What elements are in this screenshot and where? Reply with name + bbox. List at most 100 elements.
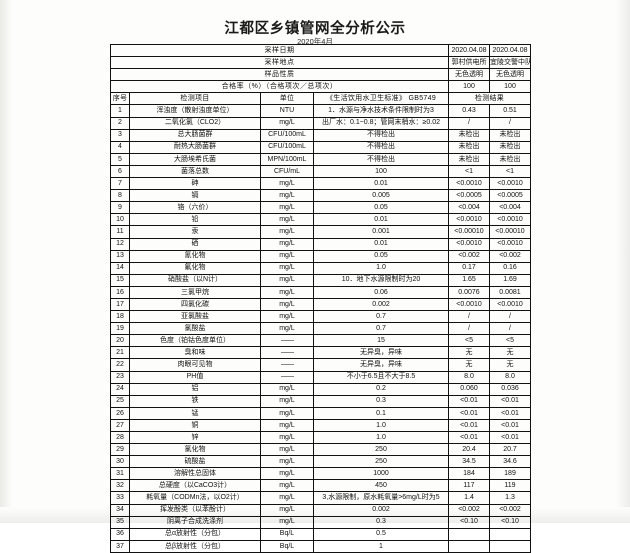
cell-result-2: 0.0081 [489,285,531,299]
table-row: 18 亚氯酸盐 mg/L 0.7// [110,310,531,324]
table-row: 26 锰 mg/L 0.1 <0.01 <0.01 [110,406,531,420]
cell-no: 2 [110,116,130,130]
cell-result-1: <0.0010 [448,177,490,191]
cell-result-2: <0.0010 [489,213,531,227]
cell-unit: mg/L [260,443,314,457]
table-row: 9 铬（六价） mg/L 0.05 <0.004 <0.004 [110,201,531,215]
cell-result-1: 0.0076 [448,285,490,299]
cell-standard: 3,水源限制，原水耗氧量>6mg/L时为5 [313,491,449,505]
cell-result-1: / [448,310,490,324]
cell-standard: 0.001 [313,225,449,239]
cell-result-2: <5 [489,334,531,348]
document-subtitle: 2020年4月 [297,37,333,46]
cell-unit: NTU [260,104,314,118]
cell-item: 硒 [129,237,261,251]
cell-result-2: 未检出 [489,152,531,166]
cell-no: 13 [110,249,130,263]
cell-no: 16 [110,285,130,299]
cell-result-1: <0.01 [448,418,490,433]
table-row: 14 氟化物 mg/L 1.0 0.17 0.16 [110,261,531,275]
cell-no: 31 [110,467,130,481]
cell-standard: 1 [313,539,449,553]
table-row: 21 臭和味 —— 无异臭，异味无无 [110,346,531,360]
cell-standard: 0.3 [313,394,449,408]
table-row: 22 肉眼可见物 —— 无异臭，异味无无 [110,358,531,372]
cell-no: 17 [110,297,130,312]
scan-edge-left [0,0,12,523]
cell-standard: 0.002 [313,503,449,517]
meta-value: 无色透明 [448,68,490,82]
cell-result-2 [489,539,531,553]
meta-row: 样品性质 无色透明 无色透明 [110,68,531,82]
cell-standard: 250 [313,443,449,457]
cell-standard: 无异臭，异味 [313,358,449,372]
table-row: 28 锌 mg/L 1.0 <0.01 <0.01 [110,430,531,445]
cell-unit: mg/L [260,261,314,275]
table-row: 1 浑浊度（散射浊度单位） NTU 1．水源与净水技术条件限制时为3 0.43 0.51 [110,104,531,118]
cell-unit: mg/L [260,225,314,239]
cell-result-1: <0.002 [448,503,490,517]
meta-value: 2020.04.08 [448,43,490,58]
cell-unit: mg/L [260,406,314,420]
cell-standard: 0.06 [313,285,449,299]
meta-row: 合格率（%）（合格项次／总项次） 100 100 [110,80,531,94]
meta-label: 采样日期 [110,43,449,58]
cell-result-1: 8.0 [448,370,490,384]
cell-result-1: 20.4 [448,443,490,457]
cell-result-2: <0.002 [489,503,531,517]
table-header-row: 序号 检测项目 单位 《生活饮用水卫生标准》 GB5749 检测结果 [110,92,531,106]
cell-result-2: <0.01 [489,430,531,445]
meta-value: 无色透明 [489,68,531,82]
cell-standard: 0.01 [313,213,449,227]
cell-no: 23 [110,370,130,384]
cell-standard: 1．水源与净水技术条件限制时为3 [313,104,449,118]
cell-no: 20 [110,334,130,348]
cell-item: PH值 [129,370,261,384]
cell-result-2: 0.036 [489,382,531,396]
cell-item: 溶解性总固体 [129,467,261,481]
table-row: 17 四氯化碳 mg/L 0.002 <0.0010 <0.0010 [110,297,531,312]
cell-no: 33 [110,491,130,505]
cell-item: 铁 [129,394,261,408]
table-row: 33 耗氧量（CODMn法，以O2计） mg/L 3,水源限制，原水耗氧量>6mg/L… [110,491,531,505]
cell-result-2: <0.0005 [489,189,531,203]
cell-standard: 0.7 [313,310,449,324]
cell-standard: 0.5 [313,527,449,541]
cell-no: 29 [110,443,130,457]
cell-no: 28 [110,430,130,445]
cell-unit: —— [260,358,314,372]
cell-result-2: <0.0010 [489,177,531,191]
cell-result-1: <0.002 [448,249,490,263]
cell-item: 耐热大肠菌群 [129,140,261,154]
cell-item: 镉 [129,189,261,203]
cell-unit: mg/L [260,297,314,312]
cell-result-2: 189 [489,467,531,481]
cell-result-1: 0.43 [448,104,490,118]
cell-no: 15 [110,273,130,287]
cell-result-1: 184 [448,467,490,481]
table-row: 13 氰化物 mg/L 0.05 <0.002 <0.002 [110,249,531,263]
cell-standard: 不得检出 [313,140,449,154]
column-header-results: 检测结果 [448,92,531,106]
cell-standard: 0.002 [313,297,449,312]
cell-result-1 [448,527,490,541]
cell-result-2: <0.002 [489,249,531,263]
water-quality-table: 采样日期 2020.04.08 2020.04.08 采样地点 郭村供电所 宜陵交警中队样… [110,43,531,553]
cell-result-2: <1 [489,164,531,179]
cell-item: 氰化物 [129,249,261,263]
cell-item: 三氯甲烷 [129,285,261,299]
cell-item: 臭和味 [129,346,261,360]
cell-result-2: <0.0010 [489,237,531,251]
table-row: 6 菌落总数 CFU/mL 100 <1 <1 [110,164,531,179]
cell-unit: mg/L [260,177,314,191]
cell-standard: 0.1 [313,406,449,420]
cell-result-1: <0.10 [448,515,490,529]
cell-no: 10 [110,213,130,227]
cell-unit: mg/L [260,394,314,408]
cell-item: 浑浊度（散射浊度单位） [129,104,261,118]
cell-unit: mg/L [260,310,314,324]
cell-result-1: <0.0010 [448,297,490,312]
cell-result-1: 0.17 [448,261,490,275]
cell-item: 耗氧量（CODMn法，以O2计） [129,491,261,505]
cell-standard: 1.0 [313,418,449,433]
